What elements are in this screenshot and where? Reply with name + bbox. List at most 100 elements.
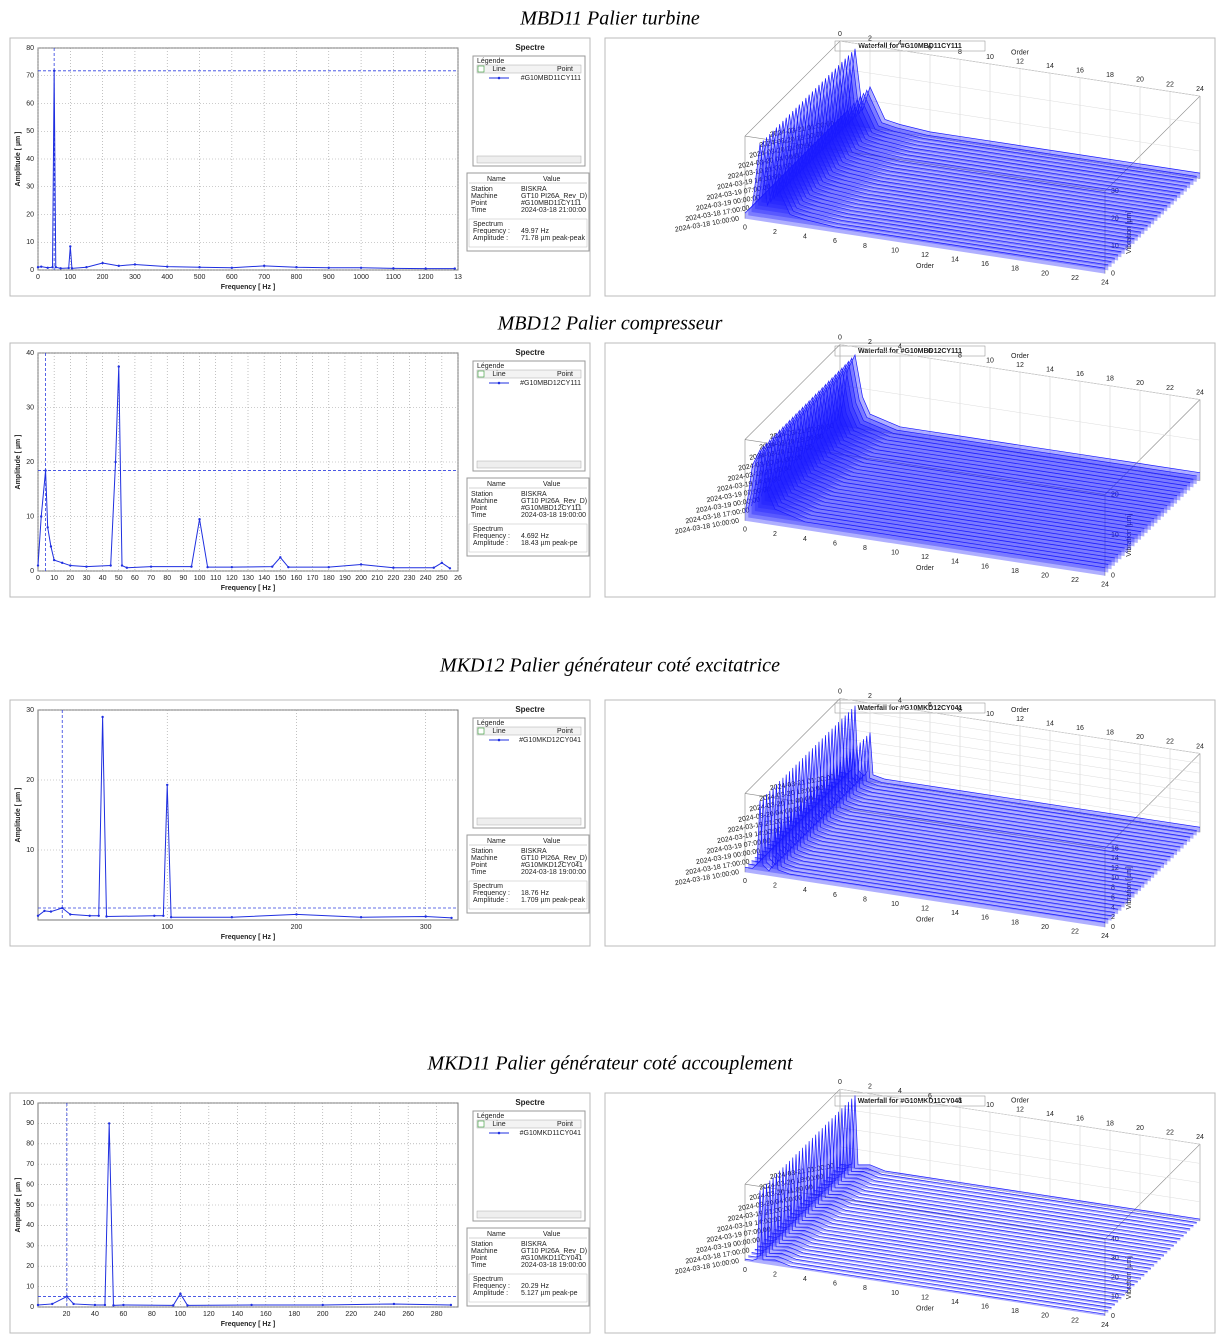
x-tick-label-top: 2 bbox=[868, 1084, 872, 1091]
legend-dot bbox=[497, 1131, 501, 1135]
x-tick-label: 60 bbox=[131, 575, 139, 582]
x-tick-label-top: 10 bbox=[986, 1102, 994, 1109]
waterfall-slice bbox=[790, 754, 1151, 877]
spectrum-point bbox=[190, 565, 193, 568]
spectrum-point bbox=[40, 265, 43, 268]
spectrum-point bbox=[287, 565, 290, 569]
waterfall-slice bbox=[784, 761, 1145, 884]
x-tick-label: 200 bbox=[317, 1311, 329, 1318]
slice-fill bbox=[745, 449, 1105, 576]
waterfall-slice bbox=[823, 370, 1184, 490]
spectrum-point bbox=[153, 914, 156, 917]
info-header: Value bbox=[543, 176, 560, 183]
waterfall-slice bbox=[806, 386, 1168, 506]
legend-header bbox=[476, 64, 582, 74]
x-tick-label: 90 bbox=[179, 575, 187, 582]
waterfall-slice bbox=[803, 741, 1165, 864]
legend-header bbox=[476, 369, 582, 379]
grid-line bbox=[839, 717, 1201, 774]
x-tick-label-top: 16 bbox=[1076, 725, 1084, 732]
spectrum-point bbox=[169, 916, 173, 919]
x-tick-label: 2 bbox=[773, 1271, 777, 1278]
title-box bbox=[834, 702, 986, 714]
info-header: Name bbox=[487, 838, 506, 845]
spectrum-point bbox=[295, 913, 298, 916]
waterfall-slice bbox=[784, 104, 1145, 230]
z-tick-label: 12 bbox=[1111, 865, 1119, 872]
x-tick-label: 6 bbox=[833, 1281, 837, 1288]
x-tick-label: 30 bbox=[83, 575, 91, 582]
x-tick-label: 190 bbox=[339, 575, 351, 582]
x-tick-label-top: 24 bbox=[1196, 1134, 1204, 1141]
slice-fill bbox=[774, 420, 1135, 547]
waterfall-slice bbox=[833, 1101, 1194, 1226]
waterfall-slice bbox=[761, 1173, 1122, 1299]
x-axis-label: Order bbox=[916, 1305, 935, 1312]
panel-title: Spectre bbox=[515, 348, 545, 357]
grid-line bbox=[839, 1108, 1201, 1164]
waterfall-slice bbox=[774, 771, 1135, 894]
x-tick-label: 6 bbox=[833, 540, 837, 547]
x-tick-label: 12 bbox=[921, 906, 929, 913]
panel bbox=[604, 37, 1216, 297]
waterfall-slice bbox=[764, 1170, 1125, 1295]
waterfall-slice bbox=[800, 393, 1161, 513]
info-key: Time bbox=[471, 1262, 486, 1269]
x-tick-label: 20 bbox=[1041, 924, 1049, 931]
spectrum-point bbox=[117, 365, 120, 368]
grid-line bbox=[839, 344, 1201, 400]
title-box bbox=[834, 345, 986, 357]
x-tick-label: 100 bbox=[175, 1311, 187, 1318]
x-tick-label-top: 8 bbox=[958, 1097, 962, 1104]
z-tick-label: 0 bbox=[1111, 573, 1115, 580]
spectrum-point bbox=[46, 526, 49, 529]
spectrum-value: 18.43 µm peak-pe bbox=[521, 540, 578, 547]
x-tick-label: 230 bbox=[404, 575, 416, 582]
scrollbar bbox=[476, 1210, 582, 1219]
x-tick-label: 800 bbox=[291, 274, 303, 281]
grid-line bbox=[839, 40, 1201, 97]
waterfall-slice bbox=[748, 140, 1109, 266]
x-tick-label: 1200 bbox=[418, 274, 434, 281]
waterfall-slice bbox=[829, 363, 1191, 483]
info-key: Machine bbox=[471, 498, 498, 505]
grid-line bbox=[839, 776, 1201, 833]
waterfall-slice bbox=[810, 1124, 1171, 1249]
x-tick-label: 140 bbox=[231, 1311, 243, 1318]
waterfall-slice bbox=[839, 48, 1201, 174]
slice-fill bbox=[767, 427, 1128, 553]
waterfall-slice bbox=[744, 448, 1106, 569]
y-tick-label: 30 bbox=[26, 707, 34, 714]
spectrum-point bbox=[206, 565, 209, 569]
waterfall-title: Waterfall for #G10MBD11CY111 bbox=[858, 43, 962, 50]
x-axis-label-top: Order bbox=[1011, 353, 1030, 360]
x-tick-label-top: 16 bbox=[1076, 371, 1084, 378]
x-tick-label: 10 bbox=[891, 550, 899, 557]
waterfall-slice bbox=[803, 1131, 1165, 1256]
x-tick-label: 0 bbox=[743, 878, 747, 885]
spectrum-key: Amplitude : bbox=[473, 235, 508, 242]
spectrum-point bbox=[114, 460, 117, 464]
waterfall-slice bbox=[784, 1151, 1145, 1276]
x-axis-label: Order bbox=[916, 565, 935, 572]
x-tick-label-top: 18 bbox=[1106, 1120, 1114, 1127]
x-tick-label-top: 0 bbox=[838, 31, 842, 38]
x-tick-label: 400 bbox=[161, 274, 173, 281]
x-tick-label-top: 18 bbox=[1106, 72, 1114, 79]
x-tick-label-top: 0 bbox=[838, 688, 842, 695]
spectrum-line bbox=[37, 70, 455, 270]
grid-line bbox=[839, 747, 1201, 803]
spectrum-point bbox=[85, 266, 88, 269]
waterfall-slice bbox=[757, 130, 1119, 256]
legend-label: #G10MBD11CY111 bbox=[521, 75, 581, 82]
slice-fill bbox=[833, 361, 1194, 488]
slice-fill bbox=[803, 390, 1164, 517]
x-tick-label: 16 bbox=[981, 563, 989, 570]
y-axis-label: Amplitude [ µm ] bbox=[15, 788, 22, 843]
info-value: BISKRA bbox=[521, 1241, 547, 1248]
waterfall-slice bbox=[816, 376, 1178, 496]
spectrum-point bbox=[101, 715, 104, 719]
info-value: #G10MBD12CY111 bbox=[521, 505, 582, 512]
info-key: Point bbox=[471, 200, 487, 207]
y-tick-label: 50 bbox=[26, 1202, 34, 1209]
